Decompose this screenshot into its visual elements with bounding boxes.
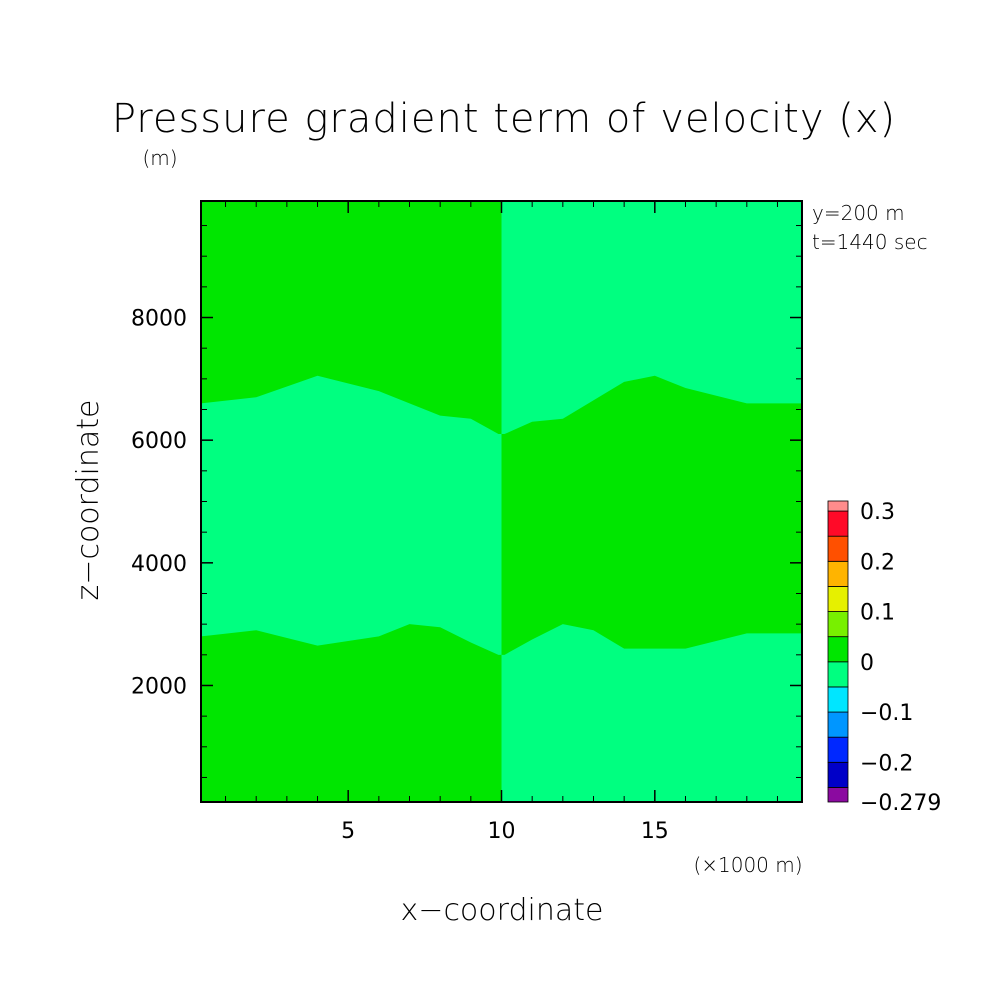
region-right-lower	[501, 624, 802, 802]
units-label: (m)	[142, 146, 177, 170]
y-tick-label: 4000	[131, 552, 187, 577]
x-scale-note: (×1000 m)	[693, 853, 802, 877]
x-axis-label: x−coordinate	[401, 893, 604, 928]
colorbar-swatch	[827, 535, 849, 562]
annotation-y-position: y=200 m	[812, 201, 905, 225]
colorbar-swatch	[827, 787, 849, 803]
y-tick-label: 6000	[131, 429, 187, 454]
colorbar-swatch	[827, 636, 849, 663]
colorbar-swatch	[827, 500, 849, 512]
plot-area	[201, 201, 802, 802]
annotation-time: t=1440 sec	[812, 230, 928, 254]
y-tick-label: 2000	[131, 674, 187, 699]
colorbar-label: 0	[860, 651, 874, 676]
x-tick-label: 10	[488, 819, 516, 844]
y-axis: 2000 4000 6000 8000	[131, 225, 802, 778]
colorbar-label: −0.2	[860, 751, 913, 776]
colorbar-label: 0.1	[860, 601, 895, 626]
colorbar-swatch	[827, 761, 849, 788]
colorbar-swatch	[827, 686, 849, 713]
colorbar-swatch	[827, 586, 849, 612]
colorbar-label: 0.3	[860, 500, 895, 525]
chart-title: Pressure gradient term of velocity (x)	[112, 96, 896, 142]
x-tick-label: 5	[341, 819, 355, 844]
colorbar-label: −0.279	[860, 791, 941, 816]
x-axis: 5 10 15	[225, 201, 778, 844]
region-right-upper	[501, 201, 802, 435]
y-tick-label: 8000	[131, 307, 187, 332]
colorbar-label: 0.2	[860, 550, 895, 575]
colorbar-swatch	[827, 661, 849, 688]
colorbar-swatch	[827, 736, 849, 763]
colorbar: −0.279 −0.2 −0.1 0 0.1 0.2 0.3	[827, 500, 941, 816]
x-tick-label: 15	[641, 819, 669, 844]
y-axis-label: z−coordinate	[71, 400, 106, 601]
colorbar-swatch	[827, 560, 849, 587]
region-left-middle-band	[201, 375, 502, 655]
colorbar-label: −0.1	[860, 701, 913, 726]
colorbar-swatch	[827, 711, 849, 738]
colorbar-swatch	[827, 510, 849, 537]
colorbar-swatch	[827, 611, 849, 638]
